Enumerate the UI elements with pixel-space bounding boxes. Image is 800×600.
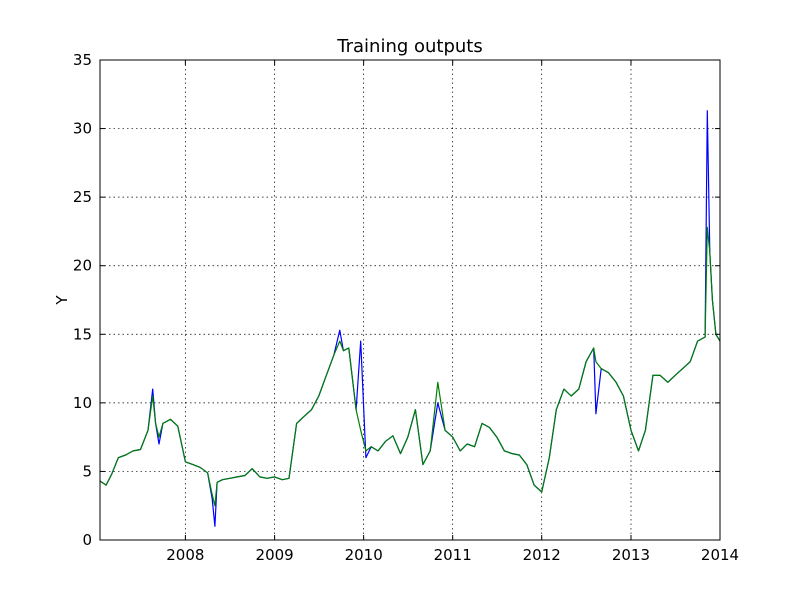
x-tick-label: 2013 [612,546,650,564]
y-tick-label: 25 [73,188,92,206]
x-tick-label: 2011 [434,546,472,564]
grid-lines [100,60,720,540]
chart-title: Training outputs [336,36,483,57]
x-tick-label: 2014 [701,546,739,564]
x-tick-label: 2008 [166,546,204,564]
x-tick-label: 2010 [345,546,383,564]
x-tick-label: 2009 [256,546,294,564]
series-line-1 [99,110,721,527]
y-tick-label: 35 [73,51,92,69]
y-tick-label: 5 [82,462,92,480]
y-tick-label: 20 [73,257,92,275]
y-tick-label: 15 [73,325,92,343]
x-tick-label: 2012 [523,546,561,564]
axis-ticks: 0 5 10 15 20 25 30 35 2008 2009 2010 2011 2012 2013 20… [73,51,739,564]
y-tick-label: 0 [82,531,92,549]
series-layer [99,110,721,527]
y-axis-title: Y [53,295,71,306]
plot-frame [99,59,721,541]
series-line-2 [99,226,721,507]
y-tick-label: 10 [73,394,92,412]
y-tick-label: 30 [73,120,92,138]
